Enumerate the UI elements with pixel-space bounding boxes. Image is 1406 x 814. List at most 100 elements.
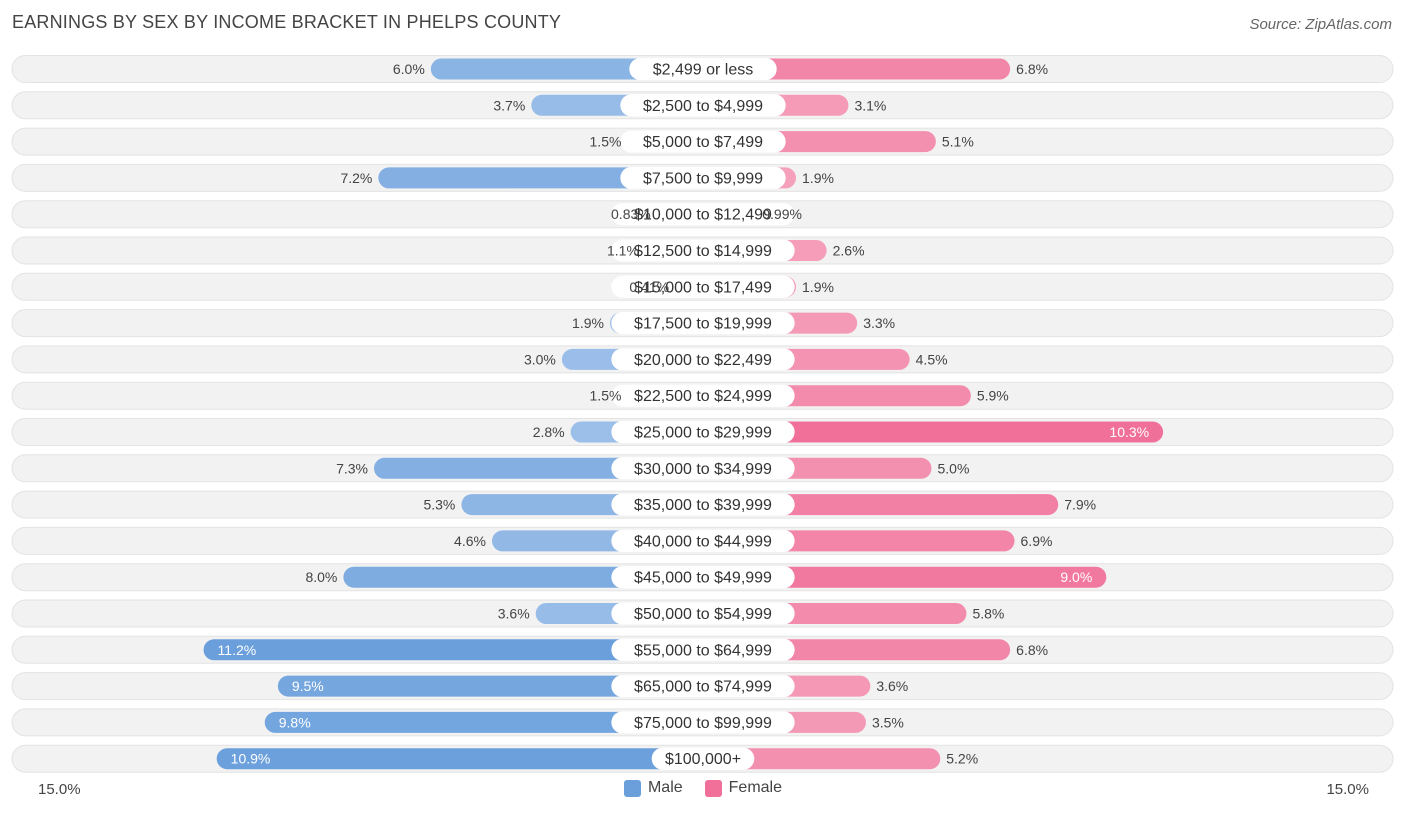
category-pill [620, 94, 786, 117]
category-pill [620, 130, 786, 153]
category-label: $15,000 to $17,499 [634, 279, 772, 296]
bar-male [216, 748, 704, 770]
male-value-label: 9.8% [279, 714, 311, 730]
legend-item-male: Male [623, 779, 683, 797]
male-value-label: 5.3% [423, 497, 455, 513]
category-label: $45,000 to $49,999 [634, 570, 772, 587]
category-pill [611, 384, 795, 407]
female-value-label: 0.99% [762, 206, 802, 222]
category-label: $25,000 to $29,999 [634, 425, 772, 442]
male-value-label: 7.3% [336, 460, 368, 476]
female-value-label: 1.9% [802, 170, 834, 186]
category-label: $65,000 to $74,999 [634, 679, 772, 696]
category-pill [611, 529, 795, 552]
male-value-label: 0.83% [611, 206, 651, 222]
legend-item-female: Female [704, 779, 783, 797]
axis-label-left: 15.0% [38, 781, 81, 798]
category-label: $7,500 to $9,999 [643, 170, 763, 187]
category-pill [611, 602, 795, 625]
legend-swatch-male [623, 779, 641, 797]
male-value-label: 8.0% [305, 569, 337, 585]
category-label: $50,000 to $54,999 [634, 606, 772, 623]
category-label: $55,000 to $64,999 [634, 642, 772, 659]
category-label: $2,499 or less [653, 62, 754, 79]
female-value-label: 3.5% [872, 714, 904, 730]
female-value-label: 10.3% [1109, 424, 1149, 440]
male-value-label: 1.5% [590, 388, 622, 404]
female-value-label: 3.1% [854, 97, 886, 113]
axis-label-right: 15.0% [1326, 781, 1369, 798]
source-credit: Source: ZipAtlas.com [1249, 16, 1392, 33]
female-value-label: 5.1% [942, 134, 974, 150]
male-value-label: 3.7% [493, 97, 525, 113]
category-label: $20,000 to $22,499 [634, 352, 772, 369]
category-label: $17,500 to $19,999 [634, 316, 772, 333]
category-pill [611, 493, 795, 516]
category-pill [611, 239, 795, 262]
category-label: $100,000+ [665, 751, 741, 768]
female-value-label: 5.9% [977, 388, 1009, 404]
male-value-label: 6.0% [393, 61, 425, 77]
category-pill [611, 348, 795, 371]
category-label: $35,000 to $39,999 [634, 497, 772, 514]
female-value-label: 5.2% [946, 751, 978, 767]
category-pill [611, 457, 795, 480]
category-label: $10,000 to $12,499 [634, 207, 772, 224]
category-label: $5,000 to $7,499 [643, 134, 763, 151]
category-pill [629, 58, 777, 80]
male-value-label: 2.8% [533, 424, 565, 440]
male-value-label: 7.2% [340, 170, 372, 186]
male-value-label: 9.5% [292, 678, 324, 694]
category-pill [620, 166, 786, 189]
category-label: $2,500 to $4,999 [643, 98, 763, 115]
category-pill [611, 711, 795, 734]
male-value-label: 3.6% [498, 606, 530, 622]
female-value-label: 5.0% [938, 460, 970, 476]
bar-female [703, 748, 941, 770]
category-pill [651, 747, 755, 770]
category-label: $30,000 to $34,999 [634, 461, 772, 478]
legend-label-male: Male [647, 779, 683, 796]
legend: Male Female [0, 779, 1406, 797]
bar-chart: $2,499 or less 6.0% 6.8% $2,500 to $4,999 3.… [11, 55, 1394, 773]
female-value-label: 9.0% [1060, 569, 1092, 585]
category-pill [611, 421, 795, 443]
male-value-label: 4.6% [454, 533, 486, 549]
bar-male [277, 675, 703, 697]
female-value-label: 7.9% [1064, 497, 1096, 513]
category-pill [611, 566, 795, 589]
bar-male [264, 711, 703, 733]
bar-female [703, 58, 1011, 80]
category-pill [611, 203, 795, 226]
female-value-label: 3.3% [863, 315, 895, 331]
female-value-label: 6.9% [1021, 533, 1053, 549]
female-value-label: 2.6% [833, 243, 865, 259]
category-pill [611, 312, 795, 335]
category-label: $75,000 to $99,999 [634, 715, 772, 732]
category-label: $12,500 to $14,999 [634, 243, 772, 260]
legend-label-female: Female [728, 779, 783, 796]
chart-title: EARNINGS BY SEX BY INCOME BRACKET IN PHE… [12, 12, 562, 32]
male-value-label: 11.2% [218, 642, 257, 658]
female-value-label: 1.9% [802, 279, 834, 295]
category-pill [611, 275, 795, 298]
female-value-label: 6.8% [1016, 61, 1048, 77]
female-value-label: 6.8% [1016, 642, 1048, 658]
category-label: $40,000 to $44,999 [634, 533, 772, 550]
male-value-label: 1.5% [590, 134, 622, 150]
category-pill [611, 638, 795, 661]
bar-male [203, 639, 703, 661]
male-value-label: 10.9% [231, 751, 271, 767]
female-value-label: 5.8% [972, 606, 1004, 622]
male-value-label: 1.1% [607, 243, 639, 259]
bar-female [703, 566, 1107, 588]
legend-swatch-female [704, 779, 722, 797]
category-label: $22,500 to $24,999 [634, 388, 772, 405]
category-pill [611, 675, 795, 698]
female-value-label: 3.6% [876, 678, 908, 694]
female-value-label: 4.5% [916, 351, 948, 367]
bar-female [703, 421, 1164, 443]
male-value-label: 3.0% [524, 351, 556, 367]
male-value-label: 1.9% [572, 315, 604, 331]
male-value-label: 0.41% [629, 279, 669, 295]
